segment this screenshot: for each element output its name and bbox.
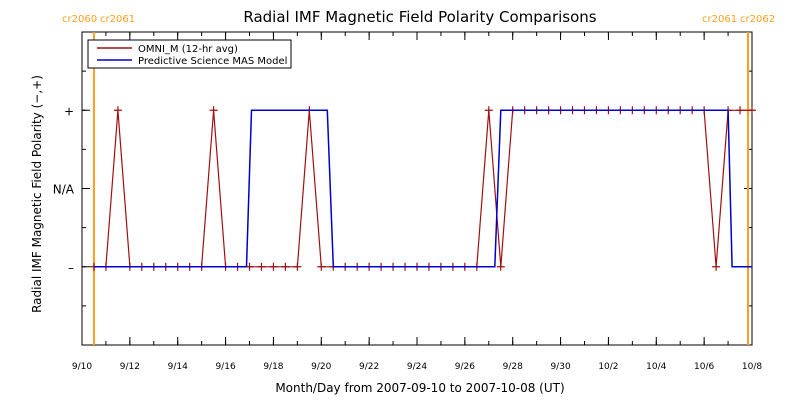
- series-point-1: [736, 106, 745, 115]
- x-tick-label: 10/8: [742, 362, 762, 372]
- legend-entry-label: Predictive Science MAS Model: [138, 56, 287, 67]
- series-point-1: [496, 262, 505, 271]
- x-tick-label: 9/14: [168, 362, 188, 372]
- x-tick-label: 9/26: [455, 362, 475, 372]
- x-tick-label: 10/4: [646, 362, 666, 372]
- x-tick-label: 9/30: [550, 362, 570, 372]
- carrington-left-label: cr2060: [62, 14, 97, 25]
- x-tick-label: 9/20: [311, 362, 331, 372]
- series-point-1: [209, 106, 218, 115]
- y-tick-label: –: [68, 261, 74, 275]
- series-point-1: [712, 262, 721, 271]
- series-point-1: [293, 262, 302, 271]
- series-point-1: [269, 262, 278, 271]
- x-tick-label: 9/28: [503, 362, 523, 372]
- x-tick-label: 9/18: [263, 362, 283, 372]
- carrington-right-label: cr2062: [740, 14, 775, 25]
- x-tick-label: 10/6: [694, 362, 714, 372]
- x-tick-label: 9/10: [72, 362, 92, 372]
- y-axis-label: Radial IMF Magnetic Field Polarity (−,+): [30, 75, 44, 313]
- series-line-2: [94, 109, 752, 268]
- plot-frame: [81, 31, 753, 346]
- plot-area: 9/10 9/12 9/14 9/16 9/18 9/20 9/22 9/24 9/26 9/28…: [53, 14, 775, 372]
- x-tick-label: 9/16: [215, 362, 235, 372]
- x-tick-label: 9/22: [359, 362, 379, 372]
- series-point-1: [748, 106, 756, 115]
- series-point-1: [317, 262, 326, 271]
- x-tick-label: 9/12: [120, 362, 140, 372]
- series-point-1: [484, 106, 493, 115]
- series-point-1: [257, 262, 266, 271]
- carrington-right-label: cr2061: [100, 14, 135, 25]
- legend: OMNI_M (12-hr avg)Predictive Science MAS…: [87, 39, 292, 69]
- y-tick-label: N/A: [53, 183, 75, 197]
- series-point-1: [281, 262, 290, 271]
- series-point-1: [113, 106, 122, 115]
- y-tick-label: +: [64, 104, 74, 118]
- legend-box: [87, 39, 292, 69]
- carrington-left-label: cr2061: [702, 14, 737, 25]
- x-tick-label: 9/24: [407, 362, 427, 372]
- series-line-1: [94, 109, 752, 268]
- x-axis-label: Month/Day from 2007-09-10 to 2007-10-08 …: [275, 381, 564, 395]
- chart-title: Radial IMF Magnetic Field Polarity Compa…: [243, 8, 596, 26]
- x-tick-label: 10/2: [598, 362, 618, 372]
- legend-entry-label: OMNI_M (12-hr avg): [138, 44, 238, 55]
